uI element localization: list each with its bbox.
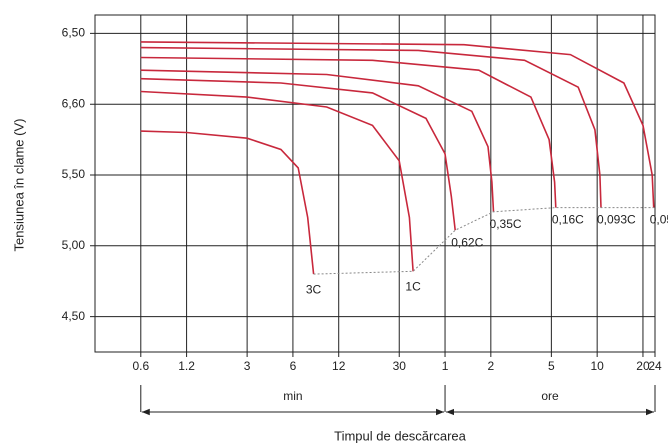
- x-tick-label: 12: [332, 359, 346, 373]
- curve-label: 3C: [306, 282, 322, 296]
- curve-label: 0,05C: [650, 213, 668, 227]
- x-tick-label: 2: [487, 359, 494, 373]
- x-tick-label: 30: [393, 359, 407, 373]
- x-tick-label: 3: [244, 359, 251, 373]
- discharge-curve: [140, 56, 557, 208]
- x-tick-label: 5: [548, 359, 555, 373]
- x-tick-label: 1.2: [178, 359, 195, 373]
- y-tick-label: 6,50: [62, 26, 86, 40]
- discharge-curve: [140, 46, 602, 208]
- curve-label: 0,35C: [490, 217, 522, 231]
- group-label: min: [283, 389, 302, 403]
- x-tick-label: 10: [590, 359, 604, 373]
- discharge-curve: [140, 69, 495, 212]
- x-tick-label: 20: [636, 359, 650, 373]
- discharge-curve: [140, 130, 315, 275]
- plot-frame: [94, 14, 656, 353]
- x-tick-label: 24: [648, 359, 662, 373]
- curve-label: 0,093C: [597, 213, 636, 227]
- y-tick-label: 6,60: [62, 96, 86, 110]
- y-tick-label: 4,50: [62, 309, 86, 323]
- x-tick-label: 1: [442, 359, 449, 373]
- y-axis-title: Tensiunea în clame (V): [11, 119, 26, 252]
- cutoff-line: [313, 207, 654, 275]
- x-axis-title: Timpul de descărcarea: [334, 428, 467, 443]
- curve-label: 1C: [405, 279, 421, 293]
- discharge-curve: [140, 90, 414, 272]
- discharge-curve: [140, 41, 655, 208]
- discharge-curve: [140, 77, 456, 231]
- curve-label: 0,62C: [451, 235, 483, 249]
- group-label: ore: [541, 389, 559, 403]
- x-tick-label: 6: [290, 359, 297, 373]
- y-tick-label: 5,00: [62, 238, 86, 252]
- curve-label: 0,16C: [552, 213, 584, 227]
- x-tick-label: 0.6: [132, 359, 149, 373]
- y-tick-label: 5,50: [62, 167, 86, 181]
